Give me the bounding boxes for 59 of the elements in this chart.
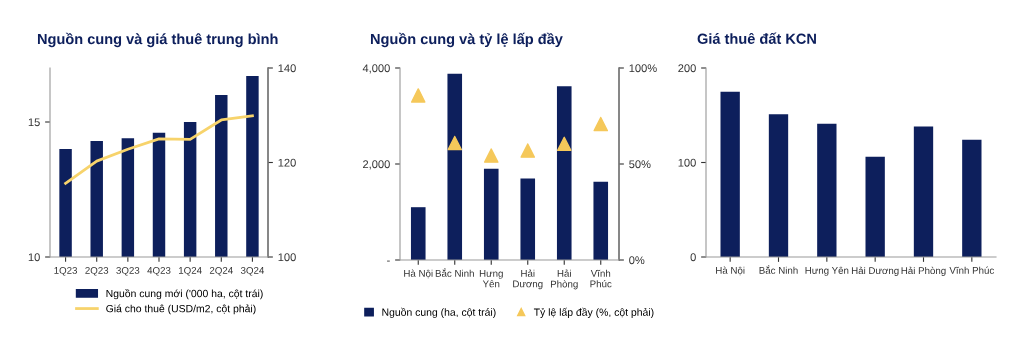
bar [768, 114, 789, 257]
bar [817, 123, 837, 257]
x-tick-label: Bắc Ninh [435, 268, 474, 277]
x-tick-label: Hải Phòng [550, 269, 578, 290]
x-tick-label: 1Q23 [54, 266, 78, 276]
point [556, 136, 572, 152]
y-tick-label: 15 [28, 118, 40, 127]
bar [720, 91, 740, 257]
point [520, 143, 536, 158]
y-tick-label: 2,000 [363, 160, 390, 170]
y2-tick-label: 0% [629, 256, 645, 265]
bar [865, 156, 885, 257]
x-tick-label: 2Q24 [209, 266, 233, 276]
legend-label: Nguồn cung (ha, cột trái) [382, 307, 496, 318]
chart-title: Nguồn cung và giá thuê trung bình [37, 32, 278, 48]
bar [913, 126, 934, 257]
x-tick-label: Vĩnh Phúc [949, 266, 995, 274]
x-tick-label: 1Q24 [178, 266, 202, 276]
bar [483, 168, 499, 260]
y2-tick-label: 120 [278, 158, 296, 167]
x-tick-label: Hải Phòng [901, 266, 946, 276]
bar [447, 73, 463, 260]
x-tick-label: Hưng Yên [479, 270, 503, 288]
legend-label: Giá cho thuê (USD/m2, cột phải) [106, 304, 256, 315]
y-tick-label: 200 [678, 64, 696, 73]
bar [520, 178, 536, 260]
x-tick-label: 2Q23 [85, 266, 109, 276]
line-series [64, 114, 254, 185]
bar [410, 207, 426, 260]
point [593, 116, 609, 132]
y-tick-label: 100 [678, 158, 696, 167]
y-tick-label: 10 [28, 253, 40, 262]
x-tick-label: 3Q23 [116, 266, 140, 276]
bar [962, 139, 982, 257]
x-tick-label: Vĩnh Phúc [590, 269, 612, 288]
x-tick-label: Hải Dương [851, 266, 899, 276]
y-tick-label: 0 [690, 253, 696, 262]
y2-tick-label: 50% [629, 160, 651, 169]
legend-label: Nguồn cung mới ('000 ha, cột trái) [106, 289, 263, 300]
point [483, 148, 499, 163]
bar [556, 86, 572, 260]
chart-title: Nguồn cung và tỷ lệ lấp đầy [370, 32, 563, 48]
x-tick-label: 4Q23 [147, 266, 171, 276]
x-tick-label: Hà Nội [404, 269, 433, 279]
x-tick-label: Bắc Ninh [759, 265, 798, 274]
point [410, 88, 426, 103]
x-tick-label: Hưng Yên [805, 266, 849, 276]
y2-tick-label: 100 [278, 253, 296, 262]
y-tick-label: 4,000 [362, 64, 390, 74]
chart-title: Giá thuê đất KCN [697, 32, 816, 44]
x-tick-label: 3Q24 [240, 266, 265, 276]
x-tick-label: Hải Dương [513, 269, 543, 290]
legend-label: Tỷ lệ lấp đầy (%, cột phải) [533, 307, 654, 318]
y2-tick-label: 140 [278, 64, 296, 73]
x-tick-label: Hà Nội [716, 266, 745, 276]
y-tick-label: - [387, 260, 390, 262]
y2-tick-label: 100% [629, 64, 657, 73]
point [447, 135, 463, 151]
bar [593, 181, 609, 260]
